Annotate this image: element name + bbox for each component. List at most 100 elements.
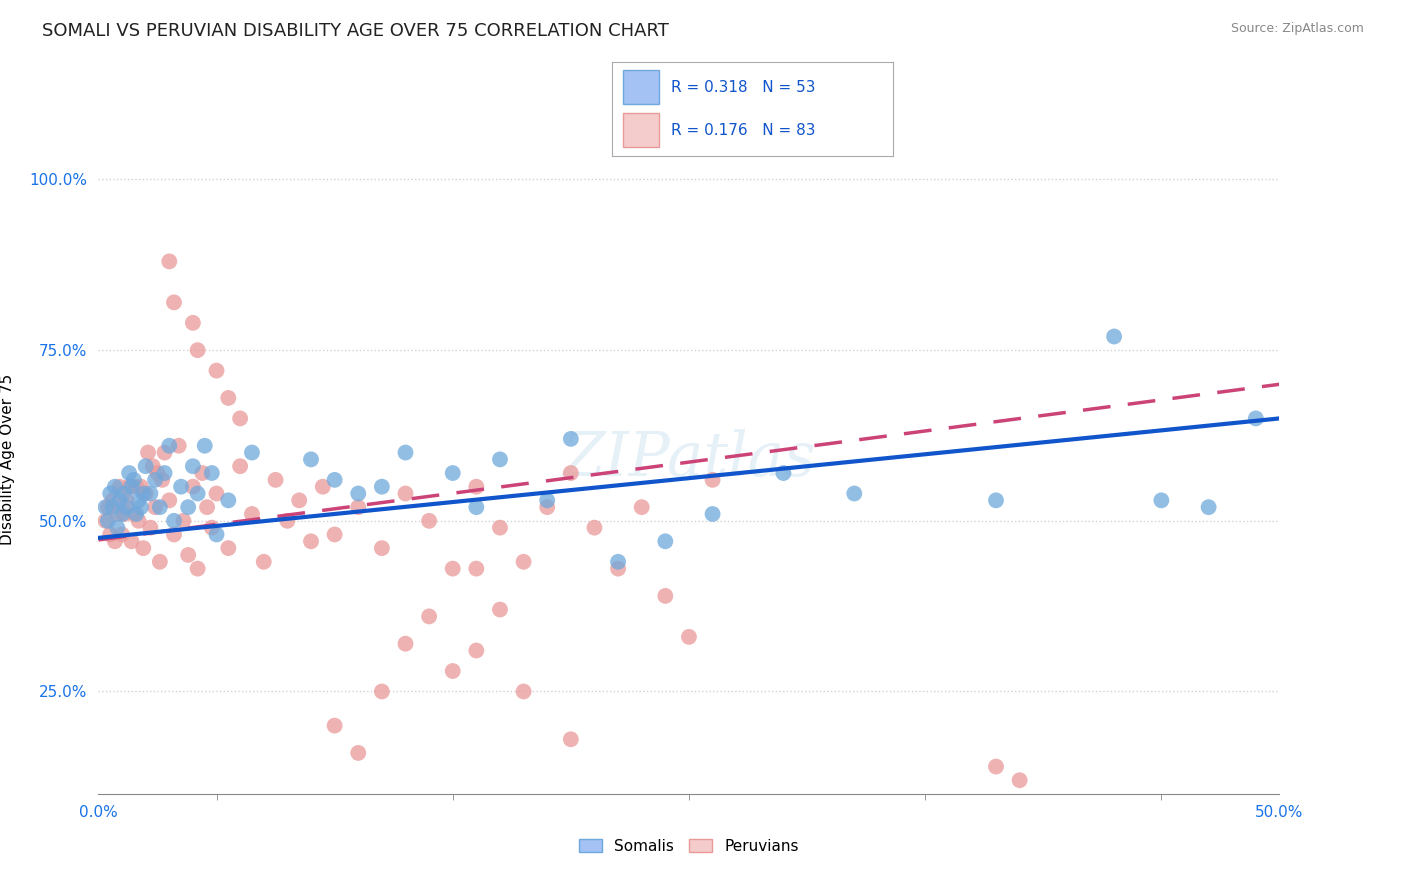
Point	[678, 630, 700, 644]
Text: SOMALI VS PERUVIAN DISABILITY AGE OVER 75 CORRELATION CHART: SOMALI VS PERUVIAN DISABILITY AGE OVER 7…	[42, 22, 669, 40]
Point	[170, 480, 193, 494]
Point	[115, 500, 138, 515]
Point	[118, 466, 141, 480]
Point	[195, 500, 218, 515]
Point	[607, 561, 630, 575]
Point	[984, 759, 1007, 773]
Point	[142, 459, 165, 474]
Point	[194, 439, 217, 453]
Point	[536, 500, 558, 515]
Text: ZIPatlas: ZIPatlas	[562, 429, 815, 490]
Text: R = 0.318   N = 53: R = 0.318 N = 53	[671, 80, 815, 95]
Point	[105, 507, 128, 521]
Point	[108, 493, 131, 508]
Point	[101, 500, 124, 515]
Point	[149, 500, 172, 515]
Point	[441, 561, 464, 575]
Point	[125, 480, 148, 494]
Point	[607, 555, 630, 569]
Point	[276, 514, 298, 528]
Point	[205, 486, 228, 500]
Point	[217, 391, 239, 405]
Point	[187, 561, 209, 575]
Point	[187, 343, 209, 358]
Point	[394, 486, 416, 500]
Point	[118, 480, 141, 494]
Point	[177, 548, 200, 562]
Point	[536, 493, 558, 508]
Point	[187, 486, 209, 500]
Point	[217, 541, 239, 555]
Point	[465, 500, 488, 515]
Point	[108, 480, 131, 494]
Point	[112, 486, 135, 500]
Point	[97, 514, 120, 528]
Point	[654, 589, 676, 603]
Point	[264, 473, 287, 487]
Point	[121, 534, 143, 549]
Point	[157, 439, 180, 453]
Point	[177, 500, 200, 515]
Point	[135, 486, 157, 500]
Point	[157, 254, 180, 268]
Point	[394, 637, 416, 651]
Point	[418, 609, 440, 624]
Point	[394, 445, 416, 459]
Point	[240, 507, 263, 521]
Point	[371, 541, 394, 555]
Point	[441, 466, 464, 480]
Point	[153, 445, 176, 459]
Point	[560, 432, 582, 446]
FancyBboxPatch shape	[623, 70, 659, 103]
Point	[98, 527, 121, 541]
Point	[418, 514, 440, 528]
Point	[167, 439, 190, 453]
Point	[347, 746, 370, 760]
Point	[111, 527, 134, 541]
Point	[149, 555, 172, 569]
Point	[157, 493, 180, 508]
Point	[146, 466, 169, 480]
Point	[347, 486, 370, 500]
Point	[489, 602, 512, 616]
Point	[132, 541, 155, 555]
Point	[172, 514, 194, 528]
Point	[630, 500, 652, 515]
Point	[702, 473, 724, 487]
Point	[139, 486, 162, 500]
Point	[150, 473, 173, 487]
Point	[129, 480, 152, 494]
Point	[121, 480, 143, 494]
Point	[512, 555, 534, 569]
Point	[111, 507, 134, 521]
Text: Source: ZipAtlas.com: Source: ZipAtlas.com	[1230, 22, 1364, 36]
Point	[122, 507, 145, 521]
Point	[135, 459, 157, 474]
Point	[181, 480, 204, 494]
Point	[217, 493, 239, 508]
Point	[191, 466, 214, 480]
Point	[181, 316, 204, 330]
Point	[323, 473, 346, 487]
Point	[105, 521, 128, 535]
Point	[441, 664, 464, 678]
Point	[984, 493, 1007, 508]
Point	[163, 295, 186, 310]
Point	[1198, 500, 1220, 515]
Point	[153, 466, 176, 480]
Text: R = 0.176   N = 83: R = 0.176 N = 83	[671, 123, 815, 138]
Point	[163, 527, 186, 541]
Point	[347, 500, 370, 515]
Point	[323, 718, 346, 732]
Point	[229, 411, 252, 425]
Point	[299, 452, 322, 467]
Point	[205, 527, 228, 541]
Point	[139, 521, 162, 535]
Point	[312, 480, 335, 494]
Point	[205, 364, 228, 378]
Point	[143, 500, 166, 515]
Point	[229, 459, 252, 474]
Point	[560, 466, 582, 480]
Point	[122, 473, 145, 487]
Point	[560, 732, 582, 747]
